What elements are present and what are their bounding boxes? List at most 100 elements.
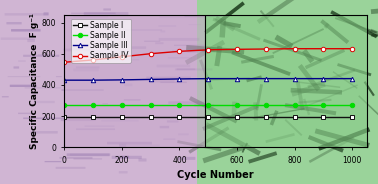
Sample III bbox=[119, 79, 124, 81]
Bar bbox=[205, 15, 367, 147]
Sample I bbox=[235, 116, 239, 118]
FancyBboxPatch shape bbox=[194, 104, 214, 107]
FancyBboxPatch shape bbox=[167, 120, 178, 123]
FancyBboxPatch shape bbox=[71, 13, 116, 14]
Sample I bbox=[263, 116, 268, 118]
FancyBboxPatch shape bbox=[73, 158, 102, 159]
Sample II bbox=[235, 104, 239, 106]
FancyBboxPatch shape bbox=[138, 158, 147, 162]
Sample I bbox=[350, 116, 355, 118]
FancyBboxPatch shape bbox=[124, 99, 141, 101]
FancyBboxPatch shape bbox=[163, 139, 175, 140]
FancyBboxPatch shape bbox=[102, 103, 108, 104]
FancyBboxPatch shape bbox=[168, 101, 204, 104]
Sample I bbox=[62, 116, 67, 118]
FancyBboxPatch shape bbox=[70, 153, 110, 156]
FancyBboxPatch shape bbox=[107, 142, 152, 144]
Sample I bbox=[119, 116, 124, 118]
Legend: Sample I, Sample II, Sample III, Sample IV: Sample I, Sample II, Sample III, Sample … bbox=[71, 19, 131, 63]
FancyBboxPatch shape bbox=[25, 87, 61, 89]
FancyBboxPatch shape bbox=[56, 76, 62, 77]
FancyBboxPatch shape bbox=[159, 38, 199, 41]
Sample III bbox=[149, 78, 153, 81]
FancyBboxPatch shape bbox=[124, 84, 132, 86]
FancyBboxPatch shape bbox=[174, 45, 205, 46]
Sample II bbox=[119, 104, 124, 106]
Bar bbox=[197, 0, 378, 184]
FancyBboxPatch shape bbox=[6, 22, 22, 24]
FancyBboxPatch shape bbox=[59, 157, 93, 159]
Sample III bbox=[91, 79, 95, 81]
Y-axis label: Specific Capacitance  F g⁻¹: Specific Capacitance F g⁻¹ bbox=[29, 13, 39, 149]
Sample IV bbox=[91, 59, 95, 61]
Sample III bbox=[62, 79, 67, 81]
FancyBboxPatch shape bbox=[187, 51, 215, 53]
FancyBboxPatch shape bbox=[11, 29, 40, 31]
Sample IV bbox=[177, 50, 182, 52]
FancyBboxPatch shape bbox=[64, 49, 95, 51]
FancyBboxPatch shape bbox=[168, 57, 192, 59]
FancyBboxPatch shape bbox=[172, 50, 206, 52]
FancyBboxPatch shape bbox=[152, 80, 175, 82]
Sample IV bbox=[293, 48, 297, 50]
FancyBboxPatch shape bbox=[2, 96, 9, 97]
Sample III bbox=[177, 78, 182, 80]
FancyBboxPatch shape bbox=[67, 153, 110, 156]
Sample IV bbox=[206, 49, 211, 51]
Sample IV bbox=[235, 48, 239, 50]
Line: Sample I: Sample I bbox=[62, 115, 355, 119]
FancyBboxPatch shape bbox=[76, 66, 99, 68]
FancyBboxPatch shape bbox=[119, 171, 128, 174]
Sample I bbox=[321, 116, 326, 118]
FancyBboxPatch shape bbox=[87, 27, 105, 28]
FancyBboxPatch shape bbox=[144, 41, 160, 42]
FancyBboxPatch shape bbox=[160, 30, 165, 32]
FancyBboxPatch shape bbox=[119, 144, 126, 147]
FancyBboxPatch shape bbox=[126, 144, 160, 146]
FancyBboxPatch shape bbox=[155, 42, 164, 44]
Line: Sample III: Sample III bbox=[62, 76, 355, 82]
FancyBboxPatch shape bbox=[160, 82, 187, 83]
Sample III bbox=[350, 77, 355, 80]
FancyBboxPatch shape bbox=[45, 161, 61, 162]
FancyBboxPatch shape bbox=[156, 65, 190, 67]
Sample II bbox=[206, 104, 211, 106]
FancyBboxPatch shape bbox=[38, 54, 54, 55]
FancyBboxPatch shape bbox=[70, 48, 75, 49]
FancyBboxPatch shape bbox=[178, 157, 195, 160]
FancyBboxPatch shape bbox=[34, 101, 55, 103]
FancyBboxPatch shape bbox=[76, 128, 115, 130]
FancyBboxPatch shape bbox=[146, 77, 191, 78]
FancyBboxPatch shape bbox=[189, 24, 201, 25]
FancyBboxPatch shape bbox=[132, 46, 146, 49]
FancyBboxPatch shape bbox=[73, 68, 99, 71]
FancyBboxPatch shape bbox=[30, 131, 58, 134]
FancyBboxPatch shape bbox=[121, 156, 129, 158]
Line: Sample II: Sample II bbox=[62, 103, 355, 107]
FancyBboxPatch shape bbox=[27, 39, 35, 42]
FancyBboxPatch shape bbox=[1, 37, 35, 40]
FancyBboxPatch shape bbox=[18, 60, 26, 62]
Sample IV bbox=[350, 48, 355, 50]
Sample II bbox=[263, 104, 268, 106]
FancyBboxPatch shape bbox=[23, 117, 67, 119]
Sample II bbox=[350, 104, 355, 106]
Sample I bbox=[293, 116, 297, 118]
Sample IV bbox=[263, 48, 268, 50]
X-axis label: Cycle Number: Cycle Number bbox=[177, 170, 254, 180]
FancyBboxPatch shape bbox=[85, 125, 115, 127]
FancyBboxPatch shape bbox=[117, 21, 125, 22]
FancyBboxPatch shape bbox=[101, 120, 139, 121]
FancyBboxPatch shape bbox=[8, 76, 40, 77]
FancyBboxPatch shape bbox=[158, 25, 176, 27]
FancyBboxPatch shape bbox=[175, 68, 212, 70]
Sample II bbox=[177, 104, 182, 106]
Line: Sample IV: Sample IV bbox=[62, 47, 355, 64]
FancyBboxPatch shape bbox=[160, 15, 205, 18]
FancyBboxPatch shape bbox=[112, 156, 142, 159]
Sample IV bbox=[149, 53, 153, 55]
FancyBboxPatch shape bbox=[103, 8, 111, 10]
FancyBboxPatch shape bbox=[43, 12, 49, 15]
Bar bbox=[0, 0, 197, 184]
FancyBboxPatch shape bbox=[160, 126, 169, 128]
